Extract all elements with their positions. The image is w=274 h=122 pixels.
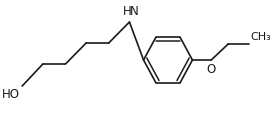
Text: H: H <box>123 5 132 18</box>
Text: O: O <box>207 63 216 76</box>
Text: CH₃: CH₃ <box>251 32 272 42</box>
Text: HO: HO <box>2 88 20 101</box>
Text: N: N <box>130 5 138 18</box>
